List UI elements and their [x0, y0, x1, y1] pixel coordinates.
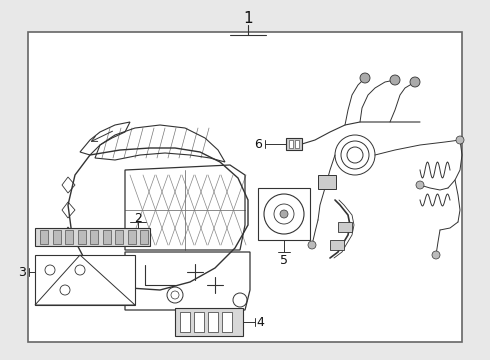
Bar — [65, 230, 73, 244]
Bar — [208, 312, 218, 332]
Text: 1: 1 — [243, 10, 253, 26]
Bar — [318, 175, 336, 189]
Bar — [52, 230, 60, 244]
Circle shape — [410, 77, 420, 87]
Circle shape — [456, 136, 464, 144]
Bar — [330, 240, 344, 250]
Bar — [40, 230, 48, 244]
Bar — [222, 312, 232, 332]
Bar — [77, 230, 85, 244]
Bar — [175, 308, 243, 336]
Bar — [338, 222, 352, 232]
Circle shape — [280, 210, 288, 218]
Text: 4: 4 — [256, 315, 264, 328]
Bar — [115, 230, 123, 244]
Bar — [35, 255, 135, 305]
Circle shape — [308, 241, 316, 249]
Circle shape — [416, 181, 424, 189]
Bar — [28, 32, 462, 342]
Bar — [295, 140, 299, 148]
Circle shape — [390, 75, 400, 85]
Text: 5: 5 — [280, 254, 288, 267]
Text: 6: 6 — [254, 138, 262, 150]
Circle shape — [360, 73, 370, 83]
Bar — [286, 138, 302, 150]
Bar — [180, 312, 190, 332]
Text: 2: 2 — [134, 212, 142, 225]
Bar — [289, 140, 293, 148]
Bar — [102, 230, 111, 244]
Bar — [127, 230, 136, 244]
Text: 3: 3 — [18, 266, 26, 279]
Bar — [140, 230, 148, 244]
Bar — [90, 230, 98, 244]
Bar — [194, 312, 204, 332]
Bar — [35, 228, 150, 246]
Bar — [258, 188, 310, 240]
Circle shape — [432, 251, 440, 259]
